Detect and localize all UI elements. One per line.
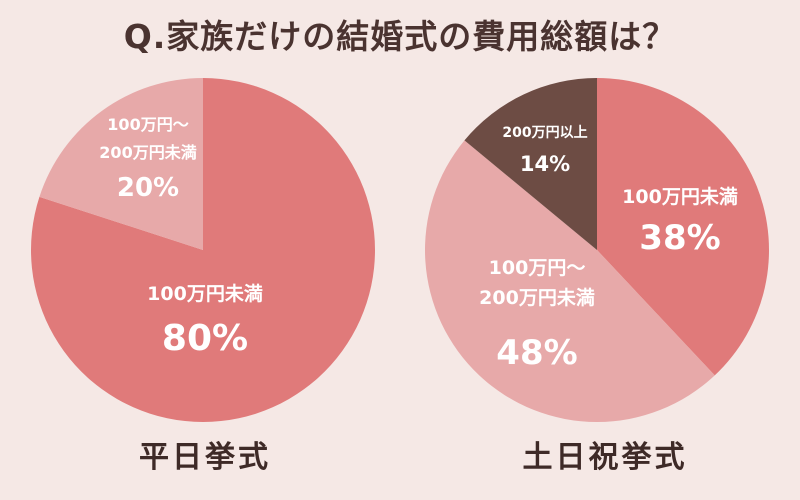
pie-1-slice-2-percent: 14% — [520, 152, 570, 176]
page-title: Q.家族だけの結婚式の費用総額は？ — [123, 17, 677, 56]
pie-0-slice-0-label-0: 100万円未満 — [147, 282, 263, 305]
pie-1-slice-1-label-1: 200万円未満 — [479, 286, 595, 309]
pie-0-slice-1-label-0: 100万円～ — [107, 115, 188, 134]
pie-1-slice-0-percent: 38% — [639, 218, 720, 258]
pie-1-slice-2 — [464, 78, 597, 250]
pie-1-slice-2-label-0: 200万円以上 — [502, 125, 587, 141]
pie-1-slice-1-label-0: 100万円～ — [489, 257, 586, 279]
pie-1-slice-1 — [424, 140, 715, 423]
pie-0-slice-1-label-1: 200万円未満 — [99, 143, 196, 162]
chart-caption-weekday: 平日挙式 — [139, 440, 271, 475]
pie-0-slice-0-percent: 80% — [162, 318, 248, 359]
pie-0-slice-1-percent: 20% — [117, 173, 179, 203]
pie-1-slice-0 — [597, 78, 769, 376]
chart-caption-weekend: 土日祝挙式 — [522, 440, 688, 475]
pie-1-slice-1-percent: 48% — [496, 333, 577, 373]
pie-1-slice-0-label-0: 100万円未満 — [622, 185, 738, 208]
pie-0-slice-1 — [39, 78, 204, 250]
